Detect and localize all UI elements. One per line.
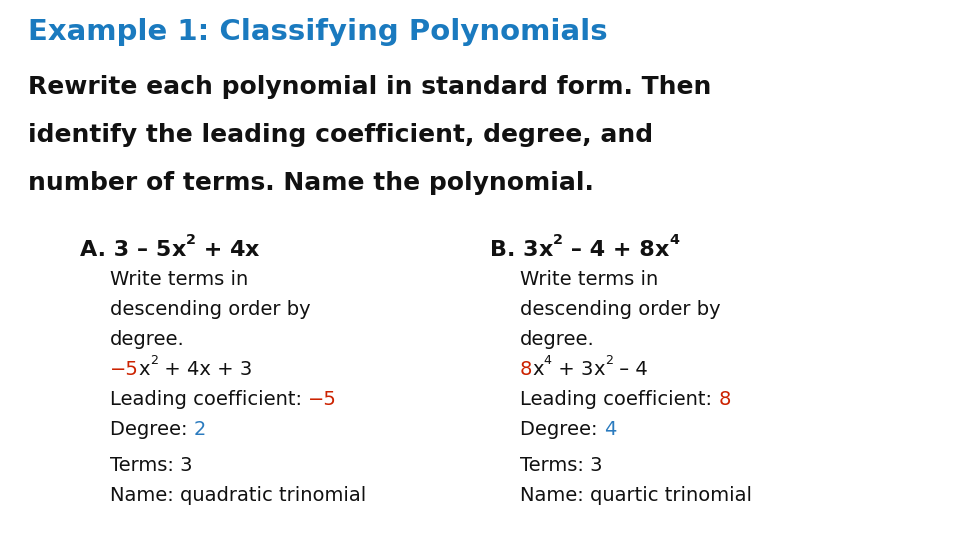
Text: 8: 8	[718, 390, 731, 409]
Text: 2: 2	[194, 420, 206, 439]
Text: + 4: + 4	[196, 240, 245, 260]
Text: Example 1: Classifying Polynomials: Example 1: Classifying Polynomials	[28, 18, 608, 46]
Text: Leading coefficient:: Leading coefficient:	[520, 390, 718, 409]
Text: x: x	[139, 360, 151, 379]
Text: A. 3 – 5: A. 3 – 5	[80, 240, 171, 260]
Text: x: x	[539, 240, 553, 260]
Text: + 3: + 3	[552, 360, 593, 379]
Text: number of terms. Name the polynomial.: number of terms. Name the polynomial.	[28, 171, 594, 195]
Text: x: x	[171, 240, 185, 260]
Text: Terms: 3: Terms: 3	[110, 456, 193, 475]
Text: descending order by: descending order by	[110, 300, 311, 319]
Text: Name: quadratic trinomial: Name: quadratic trinomial	[110, 486, 367, 505]
Text: Write terms in: Write terms in	[110, 270, 249, 289]
Text: – 4: – 4	[612, 360, 647, 379]
Text: 8: 8	[520, 360, 533, 379]
Text: Name: quartic trinomial: Name: quartic trinomial	[520, 486, 752, 505]
Text: B. 3: B. 3	[490, 240, 539, 260]
Text: −5: −5	[308, 390, 337, 409]
Text: descending order by: descending order by	[520, 300, 721, 319]
Text: −5: −5	[110, 360, 139, 379]
Text: identify the leading coefficient, degree, and: identify the leading coefficient, degree…	[28, 123, 653, 147]
Text: x: x	[245, 240, 259, 260]
Text: x: x	[533, 360, 544, 379]
Text: 4: 4	[669, 233, 679, 247]
Text: Write terms in: Write terms in	[520, 270, 659, 289]
Text: Degree:: Degree:	[110, 420, 194, 439]
Text: 2: 2	[185, 233, 196, 247]
Text: 4: 4	[544, 354, 552, 367]
Text: + 4x + 3: + 4x + 3	[158, 360, 252, 379]
Text: x: x	[593, 360, 605, 379]
Text: Rewrite each polynomial in standard form. Then: Rewrite each polynomial in standard form…	[28, 75, 711, 99]
Text: 4: 4	[604, 420, 616, 439]
Text: x: x	[655, 240, 669, 260]
Text: Terms: 3: Terms: 3	[520, 456, 603, 475]
Text: degree.: degree.	[520, 330, 595, 349]
Text: Degree:: Degree:	[520, 420, 604, 439]
Text: Leading coefficient:: Leading coefficient:	[110, 390, 308, 409]
Text: 2: 2	[151, 354, 158, 367]
Text: – 4 + 8: – 4 + 8	[563, 240, 655, 260]
Text: 2: 2	[553, 233, 563, 247]
Text: 2: 2	[605, 354, 612, 367]
Text: degree.: degree.	[110, 330, 184, 349]
